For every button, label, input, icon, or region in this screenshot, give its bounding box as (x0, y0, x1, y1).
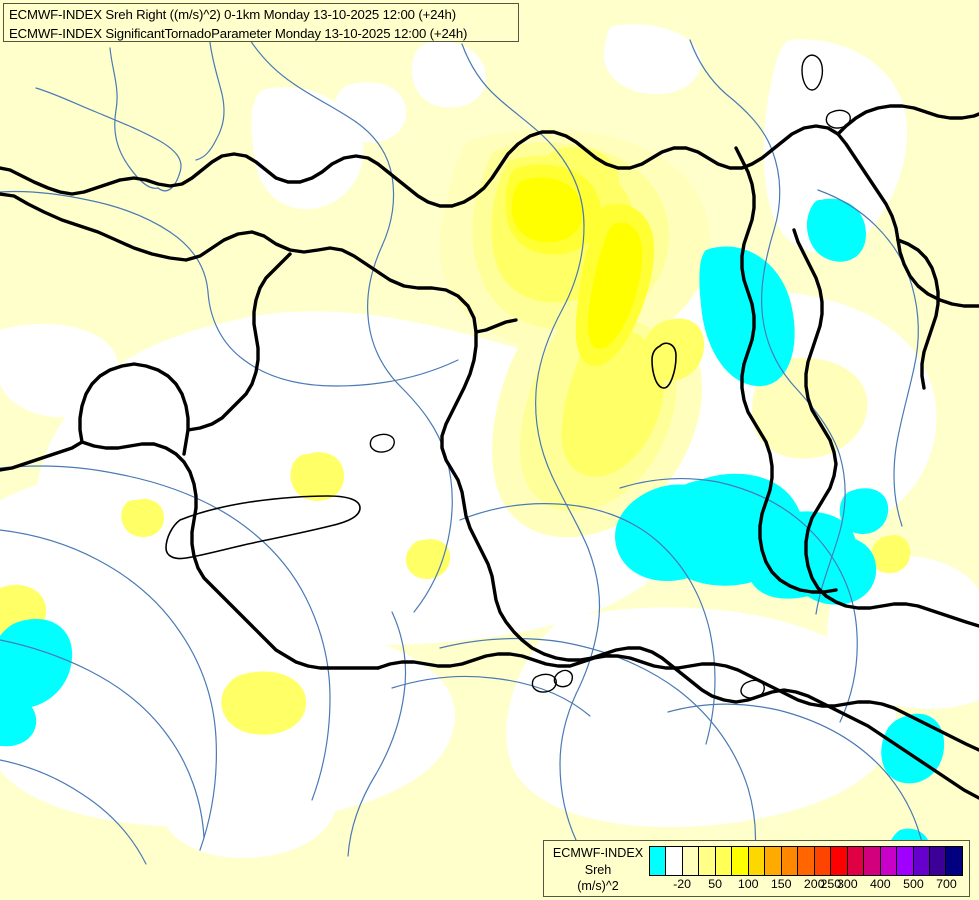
legend-swatch-12[interactable] (847, 847, 865, 875)
band-saturated-yellow (511, 177, 643, 349)
legend-swatch-17[interactable] (929, 847, 947, 875)
legend-swatch-4[interactable] (715, 847, 733, 875)
legend-swatch-15[interactable] (897, 847, 914, 875)
legend-tick-250: 250 (820, 877, 842, 891)
river-network (0, 39, 927, 887)
legend-swatch-16[interactable] (913, 847, 930, 875)
legend-swatch-1[interactable] (666, 847, 683, 875)
legend-source: ECMWF-INDEX (552, 846, 644, 860)
legend-units: (m/s)^2 (577, 879, 619, 893)
legend-color-strip[interactable] (649, 846, 963, 876)
legend-swatch-10[interactable] (814, 847, 832, 875)
legend-tick-700: 700 (936, 877, 957, 891)
legend-swatch-7[interactable] (765, 847, 782, 875)
legend-swatch-18[interactable] (946, 847, 962, 875)
legend-tick-100: 100 (737, 877, 759, 891)
legend-tick-200: 200 (803, 877, 825, 891)
legend-label-group: ECMWF-INDEX Sreh (m/s)^2 (548, 845, 648, 895)
legend-swatch-13[interactable] (864, 847, 881, 875)
legend-tick-400: 400 (870, 877, 891, 891)
legend-swatch-5[interactable] (732, 847, 749, 875)
legend-parameter: Sreh (584, 862, 612, 877)
legend-tick-500: 500 (903, 877, 924, 891)
legend-tick-300: 300 (836, 877, 858, 891)
legend-tick-150: 150 (770, 877, 792, 891)
title-line-stp: ECMWF-INDEX SignificantTornadoParameter … (9, 26, 468, 41)
legend-swatch-9[interactable] (798, 847, 815, 875)
legend-swatch-8[interactable] (781, 847, 799, 875)
sreh-contour-fills (0, 24, 979, 874)
legend-swatch-11[interactable] (831, 847, 848, 875)
legend-tick-labels: -20 50 100 150 200 250 300 400 500 700 (649, 877, 963, 895)
legend-swatch-14[interactable] (880, 847, 898, 875)
legend-swatch-6[interactable] (748, 847, 766, 875)
legend-swatch-3[interactable] (699, 847, 716, 875)
legend-box: ECMWF-INDEX Sreh (m/s)^2 -20 50 100 150 200 2… (543, 840, 970, 897)
legend-tick-neg20: -20 (673, 877, 692, 891)
legend-swatch-2[interactable] (682, 847, 700, 875)
legend-swatch-0[interactable] (650, 847, 667, 875)
title-line-sreh: ECMWF-INDEX Sreh Right ((m/s)^2) 0-1km M… (9, 7, 456, 22)
country-borders (0, 54, 979, 800)
legend-tick-50: 50 (708, 877, 722, 891)
title-box: ECMWF-INDEX Sreh Right ((m/s)^2) 0-1km M… (3, 3, 519, 42)
